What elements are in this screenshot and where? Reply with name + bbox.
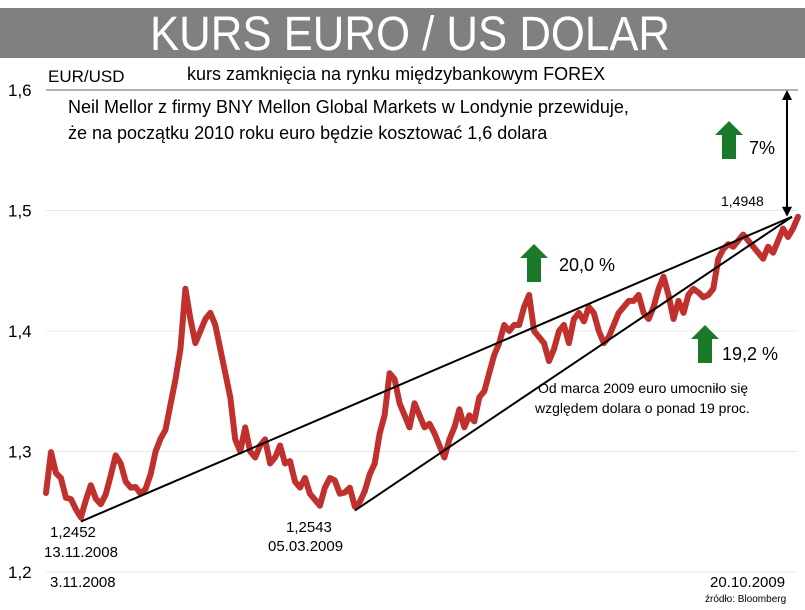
low2-date-label: 05.03.2009 [268,538,343,555]
y-axis: 1,2 1,3 1,4 1,5 1,6 [8,81,32,582]
y-tick-label: 1,3 [8,443,32,462]
y-tick-label: 1,4 [8,322,32,341]
trendline-from-low-november [80,215,793,523]
chart-title: KURS EURO / US DOLAR [150,8,670,61]
pct-low1-label: 20,0 % [559,255,615,275]
forecast-note-line1: Neil Mellor z firmy BNY Mellon Global Ma… [68,97,629,117]
march-note-line1: Od marca 2009 euro umocniło się [538,380,748,396]
forecast-arrowhead-bottom [782,206,792,217]
low1-value-label: 1,2452 [50,524,96,541]
chart-subtitle: kurs zamknięcia na rynku międzybankowym … [187,64,605,84]
low1-date-label: 13.11.2008 [44,544,118,561]
pct-low2-label: 19,2 % [722,344,778,364]
up-arrow-icon [715,121,743,159]
march-note-line2: względem dolara o ponad 19 proc. [534,400,750,416]
up-arrow-icon [691,325,719,363]
y-axis-label: EUR/USD [48,67,125,86]
forecast-arrowhead-top [782,90,792,100]
y-tick-label: 1,5 [8,202,32,221]
pct-forecast-label: 7% [749,138,775,158]
source-label: źródło: Bloomberg [705,594,786,605]
last-value-label: 1,4948 [721,193,764,209]
eur-usd-series-line [43,213,801,521]
y-tick-label: 1,6 [8,81,32,100]
y-tick-label: 1,2 [8,563,32,582]
x-end-label: 20.10.2009 [710,574,785,591]
up-arrow-icon [520,244,548,282]
forecast-note-line2: że na początku 2010 roku euro będzie kos… [68,123,548,143]
x-start-label: 3.11.2008 [50,574,116,591]
trendline-from-low-march [354,215,793,512]
gridlines [46,89,798,573]
title-banner [0,8,805,58]
low2-value-label: 1,2543 [286,519,332,536]
